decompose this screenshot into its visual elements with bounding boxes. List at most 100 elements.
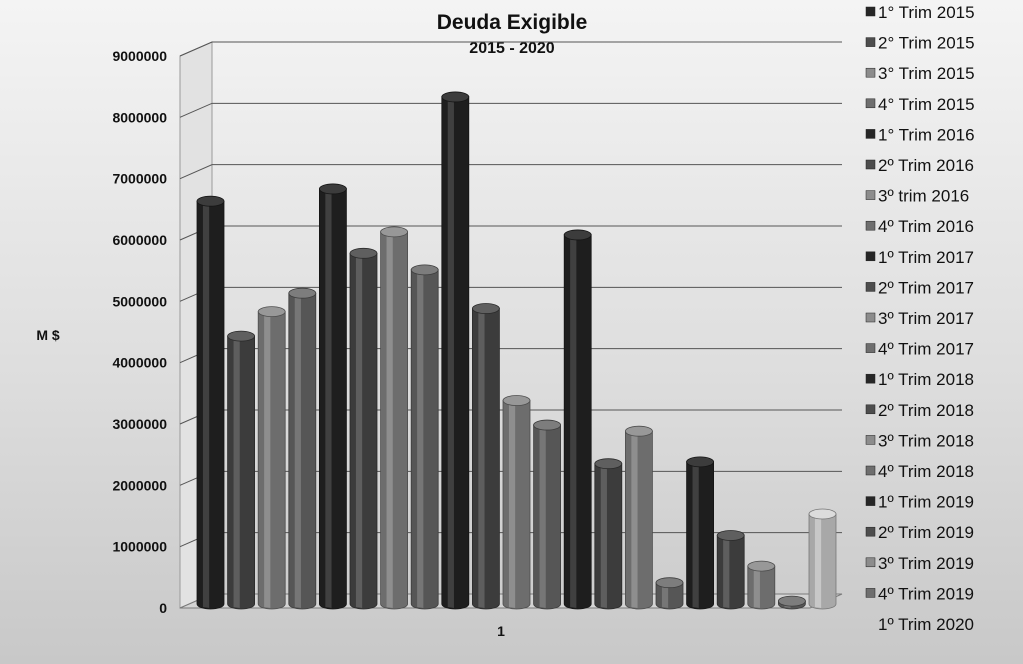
y-axis-label: M $ xyxy=(36,327,60,343)
bar xyxy=(380,226,409,610)
x-tick-label: 1 xyxy=(497,623,505,639)
legend-swatch xyxy=(865,37,876,47)
legend-swatch xyxy=(865,98,876,109)
y-tick-label: 2000000 xyxy=(112,477,167,493)
bar xyxy=(227,330,256,610)
legend-swatch xyxy=(865,526,876,537)
bar xyxy=(533,419,561,610)
legend-item: 1° Trim 2016 xyxy=(865,125,975,144)
legend-item: 3° Trim 2015 xyxy=(865,64,975,83)
legend-swatch xyxy=(865,373,876,384)
y-tick-label: 7000000 xyxy=(112,171,167,187)
y-tick-label: 8000000 xyxy=(112,109,167,125)
y-tick-label: 5000000 xyxy=(112,293,167,309)
bar xyxy=(288,287,317,610)
bar xyxy=(410,264,439,610)
legend-label: 3º Trim 2018 xyxy=(878,431,974,450)
legend-item: 4º Trim 2017 xyxy=(865,340,974,359)
bar xyxy=(655,577,684,610)
bar xyxy=(563,229,592,610)
legend-item: 4° Trim 2015 xyxy=(865,95,975,114)
y-tick-label: 4000000 xyxy=(112,355,167,371)
bar xyxy=(349,247,378,610)
bar xyxy=(502,395,531,610)
legend-swatch xyxy=(865,67,876,78)
legend-swatch xyxy=(865,312,876,323)
legend-label: 1° Trim 2016 xyxy=(878,125,975,144)
x-tick-layer: 1 xyxy=(497,623,505,639)
legend-swatch xyxy=(865,557,876,568)
legend-label: 2º Trim 2019 xyxy=(878,523,974,542)
legend-label: 1º Trim 2019 xyxy=(878,493,974,512)
legend-label: 1º Trim 2018 xyxy=(878,370,974,389)
legend-swatch xyxy=(865,465,876,476)
legend-label: 4º Trim 2018 xyxy=(878,462,974,481)
bar xyxy=(318,183,347,610)
bar xyxy=(808,508,837,610)
bar xyxy=(716,530,745,610)
legend-item: 1º Trim 2017 xyxy=(865,248,974,267)
legend-label: 4° Trim 2015 xyxy=(878,95,975,114)
legend-swatch xyxy=(865,129,876,139)
chart-subtitle: 2015 - 2020 xyxy=(469,40,555,57)
legend-item: 2º Trim 2016 xyxy=(865,156,974,175)
legend-item: 1º Trim 2020 xyxy=(878,615,974,634)
y-tick-label: 9000000 xyxy=(112,48,167,64)
y-tick-label: 6000000 xyxy=(112,232,167,248)
legend-swatch xyxy=(865,220,876,231)
legend-item: 4º Trim 2016 xyxy=(865,217,974,236)
bar xyxy=(686,456,714,610)
legend-item: 3º Trim 2019 xyxy=(865,554,974,573)
legend-item: 1º Trim 2018 xyxy=(865,370,974,389)
legend-item: 3º trim 2016 xyxy=(865,187,969,206)
gridline xyxy=(179,102,842,118)
legend-label: 2° Trim 2015 xyxy=(878,34,975,53)
bar xyxy=(747,560,776,610)
legend-label: 3º Trim 2019 xyxy=(878,554,974,573)
bar xyxy=(471,303,500,610)
legend-label: 1º Trim 2020 xyxy=(878,615,974,634)
legend-label: 2º Trim 2017 xyxy=(878,278,974,297)
legend-swatch xyxy=(865,435,876,445)
legend-label: 1° Trim 2015 xyxy=(878,3,975,22)
bar-layer xyxy=(196,91,837,610)
bar xyxy=(778,595,806,610)
legend-label: 1º Trim 2017 xyxy=(878,248,974,267)
legend-item: 4º Trim 2019 xyxy=(865,584,974,603)
legend-label: 4º Trim 2019 xyxy=(878,584,974,603)
legend-label: 4º Trim 2017 xyxy=(878,340,974,359)
legend-swatch xyxy=(865,496,876,506)
bar xyxy=(594,458,623,610)
legend-item: 3º Trim 2018 xyxy=(865,431,974,450)
bar xyxy=(441,91,470,610)
legend-label: 2º Trim 2018 xyxy=(878,401,974,420)
legend-item: 2º Trim 2019 xyxy=(865,523,974,542)
y-tick-label: 3000000 xyxy=(112,416,167,432)
legend-item: 2° Trim 2015 xyxy=(865,34,975,53)
bar xyxy=(196,195,225,610)
bar xyxy=(625,425,653,610)
legend-swatch xyxy=(865,404,876,415)
legend-item: 3º Trim 2017 xyxy=(865,309,974,328)
legend-swatch xyxy=(865,6,876,17)
chart-title: Deuda Exigible xyxy=(437,11,588,34)
gridline xyxy=(179,41,842,57)
y-tick-layer: 0 1000000 2000000 3000000 4000000 5000000 6000… xyxy=(112,48,167,616)
legend: 1° Trim 2015 2° Trim 2015 3° Trim 2015 4° T… xyxy=(865,3,975,634)
legend-label: 3º trim 2016 xyxy=(878,187,969,206)
legend-item: 4º Trim 2018 xyxy=(865,462,974,481)
legend-item: 1° Trim 2015 xyxy=(865,3,975,22)
legend-swatch xyxy=(865,190,876,200)
legend-item: 2º Trim 2017 xyxy=(865,278,974,297)
y-tick-label: 0 xyxy=(159,600,167,616)
legend-label: 2º Trim 2016 xyxy=(878,156,974,175)
legend-swatch xyxy=(865,343,876,353)
legend-swatch xyxy=(865,159,876,170)
legend-swatch xyxy=(865,282,876,292)
legend-label: 3° Trim 2015 xyxy=(878,64,975,83)
legend-item: 1º Trim 2019 xyxy=(865,493,974,512)
legend-label: 3º Trim 2017 xyxy=(878,309,974,328)
bar xyxy=(257,306,286,610)
legend-label: 4º Trim 2016 xyxy=(878,217,974,236)
